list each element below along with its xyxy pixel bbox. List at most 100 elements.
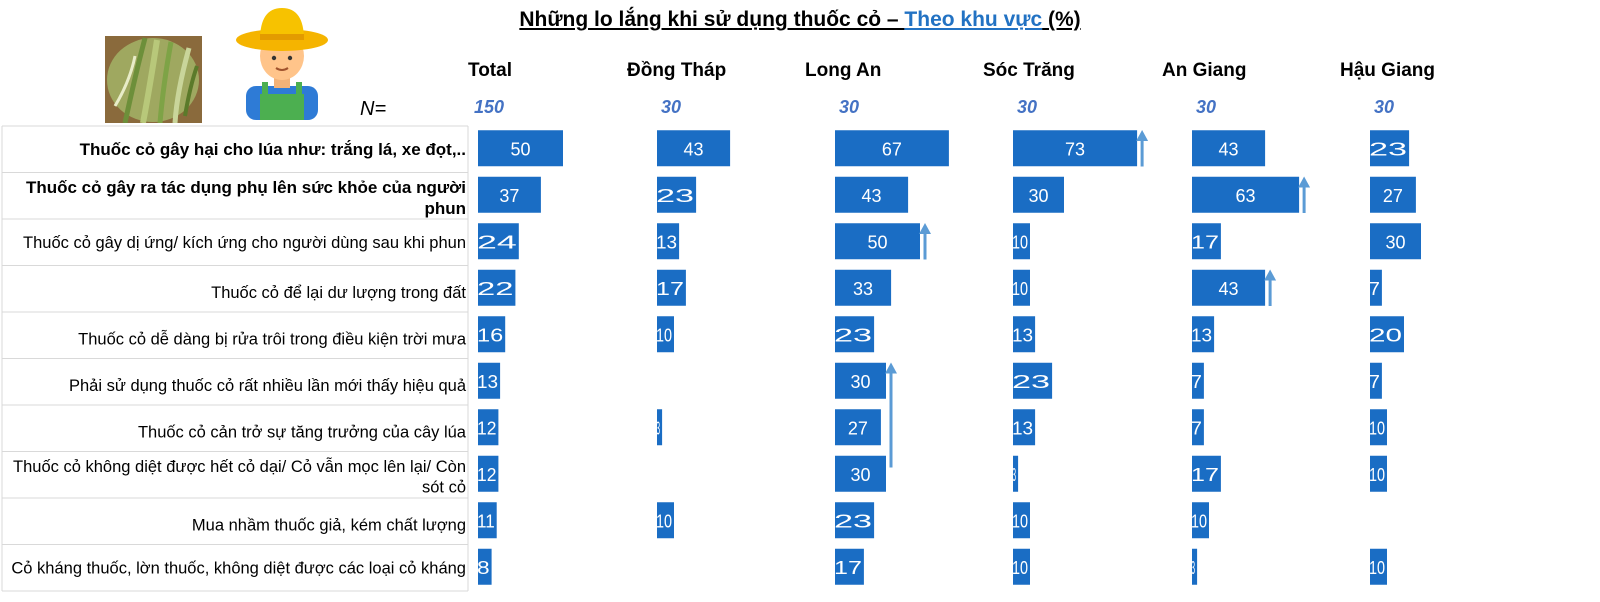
bar-value-label: 10 xyxy=(1012,558,1028,578)
bar-value-label: 8 xyxy=(477,558,490,578)
bar xyxy=(1192,502,1209,539)
bar xyxy=(1013,269,1030,306)
bar xyxy=(1013,502,1030,539)
bar-value-label: 43 xyxy=(862,186,882,206)
bar-value-label: 50 xyxy=(510,139,530,159)
bar-value-label: 13 xyxy=(656,232,677,252)
bar xyxy=(1013,362,1053,399)
bar xyxy=(1192,269,1266,306)
bar xyxy=(1370,130,1410,167)
bar xyxy=(835,176,909,213)
category-label-line: phun xyxy=(424,199,466,218)
bar xyxy=(835,362,886,399)
bar xyxy=(478,269,516,306)
chart-title-suffix: (%) xyxy=(1042,8,1081,31)
bar-value-label: 50 xyxy=(867,232,887,252)
bar-value-label: 27 xyxy=(848,418,868,438)
bar xyxy=(1192,130,1266,167)
bar xyxy=(835,455,886,492)
column-header-hau-giang: Hậu Giang xyxy=(1340,60,1435,81)
category-label: Thuốc cỏ dễ dàng bị rửa trôi trong điều … xyxy=(78,329,467,348)
bar-value-label: 24 xyxy=(477,232,517,252)
bar xyxy=(478,223,519,260)
bar xyxy=(1370,409,1387,446)
bar xyxy=(657,176,697,213)
bar-value-label: 10 xyxy=(656,325,672,345)
n-value-total: 150 xyxy=(474,97,504,117)
bar-value-label: 7 xyxy=(1191,372,1202,392)
bar xyxy=(1370,176,1416,213)
bar xyxy=(835,409,881,446)
bar-value-label: 23 xyxy=(656,186,694,206)
bar-value-label: 10 xyxy=(1369,465,1385,485)
n-value-hau-giang: 30 xyxy=(1374,97,1394,117)
bar-value-label: 7 xyxy=(1369,372,1380,392)
bar xyxy=(657,269,686,306)
bar xyxy=(478,455,499,492)
up-arrow-head xyxy=(919,223,931,234)
bar-value-label: 7 xyxy=(1369,279,1380,299)
bar-value-label: 43 xyxy=(1219,279,1239,299)
category-label: Mua nhầm thuốc giả, kém chất lượng xyxy=(192,516,466,534)
bar-value-label: 22 xyxy=(477,279,513,299)
bar-value-label: 43 xyxy=(1219,139,1239,159)
bar-value-label: 12 xyxy=(477,465,496,485)
chart-title-main: Những lo lắng khi sử dụng thuốc cỏ – xyxy=(519,8,905,31)
bar-value-label: 10 xyxy=(1012,232,1028,252)
bar-value-label: 63 xyxy=(1236,186,1256,206)
bar-value-label: 7 xyxy=(1191,418,1202,438)
chart-title: Những lo lắng khi sử dụng thuốc cỏ – The… xyxy=(0,8,1600,32)
bar-value-label: 30 xyxy=(850,465,870,485)
bar-value-label: 37 xyxy=(499,186,519,206)
bar xyxy=(1013,316,1036,353)
bar-value-label: 23 xyxy=(1369,139,1407,159)
bar xyxy=(657,223,680,260)
category-label: Thuốc cỏ gây dị ứng/ kích ứng cho người … xyxy=(23,234,466,252)
bar-value-label: 30 xyxy=(850,372,870,392)
bar xyxy=(1192,223,1221,260)
bar xyxy=(1013,223,1030,260)
up-arrow-head xyxy=(1264,269,1277,281)
bar xyxy=(478,176,541,213)
up-arrow-head xyxy=(885,362,897,374)
bar-value-label: 20 xyxy=(1369,325,1402,345)
bar xyxy=(1013,130,1138,167)
bar-value-label: 16 xyxy=(477,325,503,345)
bar xyxy=(1370,316,1404,353)
category-label-line: Thuốc cỏ gây ra tác dụng phụ lên sức khỏ… xyxy=(26,178,466,197)
bar xyxy=(657,409,663,446)
bar-value-label: 27 xyxy=(1383,186,1403,206)
bar xyxy=(835,548,864,585)
category-label: Thuốc cỏ để lại dư lượng trong đất xyxy=(211,284,466,302)
column-header-total: Total xyxy=(468,60,512,81)
bar-value-label: 17 xyxy=(656,279,684,299)
up-arrow-head xyxy=(1136,130,1149,141)
bar-value-label: 13 xyxy=(477,372,498,392)
category-label-line: Thuốc cỏ không diệt được hết cỏ dại/ Cỏ … xyxy=(13,457,466,476)
n-value-soc-trang: 30 xyxy=(1017,97,1037,117)
bar-value-label: 17 xyxy=(1191,232,1219,252)
bar xyxy=(478,130,563,167)
bar-value-label: 73 xyxy=(1065,139,1085,159)
bar xyxy=(1192,362,1204,399)
bar-value-label: 10 xyxy=(1012,279,1028,299)
bar xyxy=(657,130,731,167)
bar-value-label: 10 xyxy=(1369,418,1385,438)
column-header-an-giang: An Giang xyxy=(1162,60,1246,81)
bar-value-label: 33 xyxy=(853,279,873,299)
bar xyxy=(1370,455,1387,492)
bar xyxy=(1370,223,1421,260)
bar xyxy=(1370,548,1387,585)
bar-value-label: 3 xyxy=(656,418,660,438)
bar-value-label: 10 xyxy=(1369,558,1385,578)
bar xyxy=(657,502,674,539)
bar xyxy=(1370,362,1382,399)
column-header-long-an: Long An xyxy=(805,60,881,81)
n-value-long-an: 30 xyxy=(839,97,859,117)
bar xyxy=(478,362,501,399)
n-label: N= xyxy=(360,98,387,120)
bar xyxy=(835,502,875,539)
bar xyxy=(478,548,492,585)
bar xyxy=(657,316,674,353)
category-label: Thuốc cỏ gây hại cho lúa như: trắng lá, … xyxy=(80,140,466,159)
